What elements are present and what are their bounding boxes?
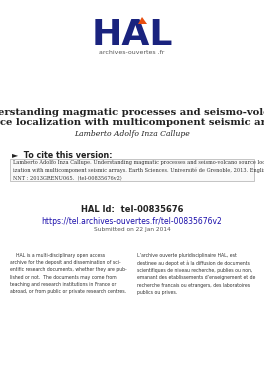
Text: HAL Id:  tel-00835676: HAL Id: tel-00835676: [81, 206, 183, 214]
Text: HAL: HAL: [91, 18, 173, 52]
Text: Lamberto Adolfo Inza Callupe. Understanding magmatic processes and seismo-volcan: Lamberto Adolfo Inza Callupe. Understand…: [13, 160, 264, 181]
FancyBboxPatch shape: [10, 159, 254, 181]
Polygon shape: [138, 17, 147, 24]
Text: L’archive ouverte pluridisciplinaire HAL, est
destinee au depot et à la diffusio: L’archive ouverte pluridisciplinaire HAL…: [137, 253, 255, 295]
Text: https://tel.archives-ouvertes.fr/tel-00835676v2: https://tel.archives-ouvertes.fr/tel-008…: [42, 216, 222, 226]
Text: archives-ouvertes .fr: archives-ouvertes .fr: [99, 50, 165, 54]
Text: source localization with multicomponent seismic arrays: source localization with multicomponent …: [0, 118, 264, 127]
Text: HAL is a multi-disciplinary open access
archive for the deposit and disseminatio: HAL is a multi-disciplinary open access …: [10, 253, 127, 294]
Text: Submitted on 22 Jan 2014: Submitted on 22 Jan 2014: [94, 228, 170, 232]
Text: Understanding magmatic processes and seismo-volcano: Understanding magmatic processes and sei…: [0, 108, 264, 117]
Text: Lamberto Adolfo Inza Callupe: Lamberto Adolfo Inza Callupe: [74, 130, 190, 138]
Text: ►  To cite this version:: ► To cite this version:: [12, 151, 112, 160]
